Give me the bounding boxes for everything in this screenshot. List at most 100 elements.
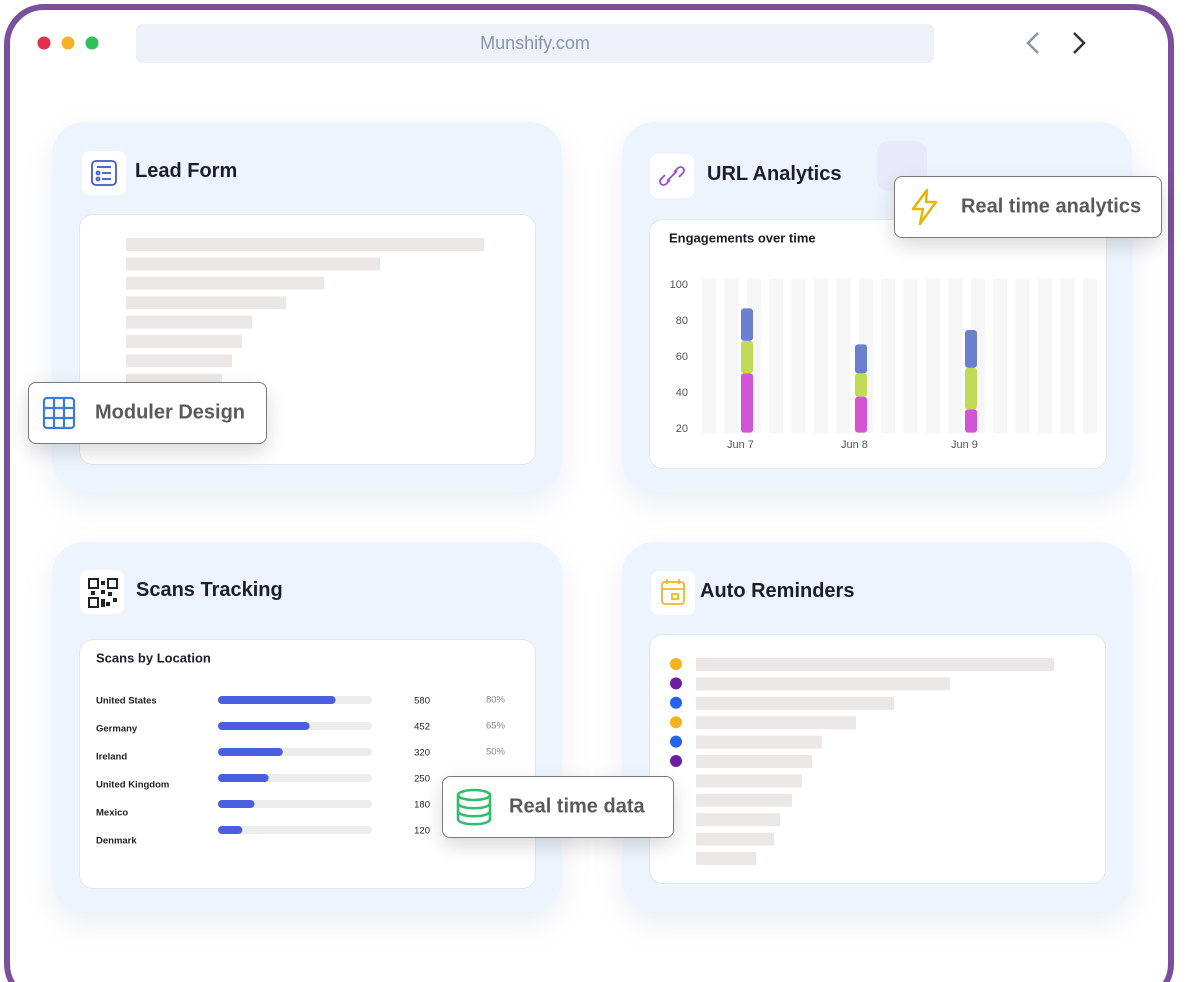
bar [218, 696, 336, 704]
stripe [1015, 279, 1030, 433]
status-dot [670, 658, 682, 670]
bar-track [218, 826, 372, 834]
bar [218, 826, 243, 834]
badge-label: Real time analytics [961, 195, 1142, 218]
stripe [881, 279, 896, 433]
skeleton-line [696, 677, 950, 691]
row-label: United Kingdom [96, 780, 169, 791]
row-label: Mexico [96, 808, 128, 819]
skeleton-line [696, 852, 756, 865]
stripe [903, 279, 918, 433]
skeleton-line [696, 658, 1054, 671]
bar-segment [741, 308, 753, 341]
calendar-icon [661, 579, 685, 605]
status-dot [670, 755, 682, 767]
nav-arrows [1026, 32, 1086, 54]
y-tick-label: 80 [676, 315, 688, 327]
skeleton-line [126, 257, 380, 271]
stripe [836, 279, 851, 433]
bar [218, 800, 255, 808]
forward-button[interactable] [1073, 32, 1086, 54]
stripe [769, 279, 784, 433]
badge: Moduler Design [28, 382, 267, 444]
bolt-icon [911, 188, 938, 226]
card-title: Auto Reminders [700, 580, 855, 602]
value-label: 180 [414, 800, 430, 811]
bar-segment [855, 344, 867, 374]
chart-title: Engagements over time [669, 230, 816, 245]
row-label: Ireland [96, 752, 127, 763]
stripe [1082, 279, 1097, 433]
bar-segment [741, 373, 753, 433]
status-dot [670, 735, 682, 748]
value-label: 250 [414, 774, 430, 785]
row-label: Germany [96, 724, 138, 735]
skeleton-line [696, 813, 780, 827]
share-label: 50% [486, 747, 506, 758]
skeleton-line [696, 793, 792, 807]
value-label: 320 [414, 748, 430, 759]
skeleton-line [126, 276, 324, 290]
bar [218, 722, 310, 730]
skeleton-line [126, 296, 286, 310]
bar-segment [855, 396, 867, 433]
skeleton-line [696, 774, 802, 788]
status-dot [670, 716, 682, 729]
stripe [1038, 279, 1052, 433]
stripe [814, 279, 828, 433]
value-label: 580 [414, 696, 430, 707]
y-tick-label: 60 [676, 351, 688, 363]
bar-segment [965, 367, 977, 410]
skeleton-line [696, 755, 812, 768]
skeleton-line [696, 832, 774, 846]
row-label: United States [96, 696, 157, 707]
bar [218, 774, 269, 782]
badge-label: Real time data [509, 795, 645, 818]
back-button[interactable] [1026, 32, 1039, 54]
share-label: 80% [486, 695, 506, 706]
stripe [724, 279, 739, 433]
skeleton-line [696, 696, 894, 710]
skeleton-line [696, 735, 822, 749]
stripe [993, 279, 1008, 433]
stripe [948, 279, 963, 433]
lead-icon [91, 160, 117, 186]
skeleton-line [126, 238, 484, 251]
x-tick-label: Jun 7 [727, 439, 754, 451]
status-dot [670, 696, 682, 709]
database-icon [456, 788, 492, 826]
grid-icon [42, 396, 76, 430]
bar-segment [965, 330, 977, 368]
y-tick-label: 40 [676, 387, 688, 399]
share-label: 65% [486, 721, 506, 732]
bar-segment [855, 373, 867, 397]
bar-segment [741, 340, 753, 374]
y-tick-label: 20 [676, 423, 688, 435]
skeleton-line [126, 315, 252, 329]
address-bar[interactable]: Munshify.com [136, 24, 934, 63]
card-title: Scans Tracking [136, 579, 283, 601]
card-title: Lead Form [135, 160, 238, 182]
skeleton-line [126, 354, 232, 368]
value-label: 452 [414, 722, 430, 733]
stripe [1060, 279, 1075, 433]
bar [218, 748, 283, 756]
stripe [702, 279, 716, 433]
calendar-icon-box [651, 571, 695, 615]
scans-panel [79, 639, 536, 889]
skeleton-line [126, 335, 242, 348]
badge: Real time data [442, 776, 674, 838]
qr-icon [88, 578, 118, 608]
y-tick-label: 100 [670, 279, 688, 291]
value-label: 120 [414, 826, 430, 837]
x-tick-label: Jun 8 [841, 439, 868, 451]
status-dot [670, 677, 682, 690]
bar-track [218, 800, 372, 808]
stripe [926, 279, 940, 433]
card-title: URL Analytics [707, 163, 842, 185]
chart-title: Scans by Location [96, 650, 211, 665]
bar-segment [965, 409, 977, 433]
window-controls [37, 36, 99, 50]
